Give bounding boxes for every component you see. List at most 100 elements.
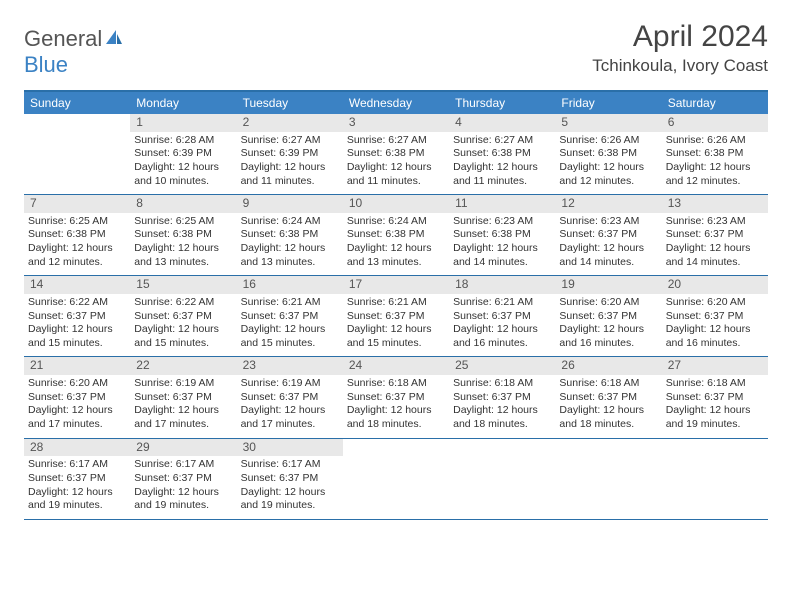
day-details: Sunrise: 6:20 AMSunset: 6:37 PMDaylight:… [24, 375, 130, 438]
day-details: Sunrise: 6:17 AMSunset: 6:37 PMDaylight:… [130, 456, 236, 519]
daylight-text: Daylight: 12 hours and 19 minutes. [666, 404, 764, 431]
sunset-text: Sunset: 6:38 PM [347, 147, 445, 161]
day-number: 14 [24, 276, 130, 294]
sunrise-text: Sunrise: 6:20 AM [559, 296, 657, 310]
day-details: Sunrise: 6:21 AMSunset: 6:37 PMDaylight:… [343, 294, 449, 357]
daylight-text: Daylight: 12 hours and 13 minutes. [241, 242, 339, 269]
daylight-text: Daylight: 12 hours and 14 minutes. [453, 242, 551, 269]
day-number: 9 [237, 195, 343, 213]
daylight-text: Daylight: 12 hours and 18 minutes. [347, 404, 445, 431]
day-details: Sunrise: 6:22 AMSunset: 6:37 PMDaylight:… [24, 294, 130, 357]
calendar-day: 21Sunrise: 6:20 AMSunset: 6:37 PMDayligh… [24, 357, 130, 437]
day-number: 7 [24, 195, 130, 213]
daylight-text: Daylight: 12 hours and 19 minutes. [134, 486, 232, 513]
sunrise-text: Sunrise: 6:25 AM [28, 215, 126, 229]
day-number: 17 [343, 276, 449, 294]
title-block: April 2024 Tchinkoula, Ivory Coast [592, 20, 768, 76]
calendar-day [24, 114, 130, 194]
brand-blue: Blue [24, 52, 68, 77]
day-details: Sunrise: 6:27 AMSunset: 6:39 PMDaylight:… [237, 132, 343, 195]
weekday-header: Tuesday [237, 92, 343, 114]
calendar-day: 3Sunrise: 6:27 AMSunset: 6:38 PMDaylight… [343, 114, 449, 194]
sunset-text: Sunset: 6:38 PM [453, 147, 551, 161]
calendar-day: 8Sunrise: 6:25 AMSunset: 6:38 PMDaylight… [130, 195, 236, 275]
day-number: 26 [555, 357, 661, 375]
daylight-text: Daylight: 12 hours and 19 minutes. [241, 486, 339, 513]
sunrise-text: Sunrise: 6:20 AM [666, 296, 764, 310]
calendar-day [555, 439, 661, 519]
brand-general: General [24, 26, 102, 51]
daylight-text: Daylight: 12 hours and 18 minutes. [559, 404, 657, 431]
calendar-day: 19Sunrise: 6:20 AMSunset: 6:37 PMDayligh… [555, 276, 661, 356]
calendar-day: 22Sunrise: 6:19 AMSunset: 6:37 PMDayligh… [130, 357, 236, 437]
day-details: Sunrise: 6:20 AMSunset: 6:37 PMDaylight:… [662, 294, 768, 357]
sunset-text: Sunset: 6:37 PM [559, 228, 657, 242]
sunset-text: Sunset: 6:37 PM [453, 310, 551, 324]
daylight-text: Daylight: 12 hours and 18 minutes. [453, 404, 551, 431]
sunrise-text: Sunrise: 6:19 AM [241, 377, 339, 391]
sunrise-text: Sunrise: 6:23 AM [453, 215, 551, 229]
daylight-text: Daylight: 12 hours and 15 minutes. [347, 323, 445, 350]
sunset-text: Sunset: 6:37 PM [666, 228, 764, 242]
calendar-day: 6Sunrise: 6:26 AMSunset: 6:38 PMDaylight… [662, 114, 768, 194]
day-number: 30 [237, 439, 343, 457]
daylight-text: Daylight: 12 hours and 13 minutes. [347, 242, 445, 269]
sunrise-text: Sunrise: 6:21 AM [347, 296, 445, 310]
daylight-text: Daylight: 12 hours and 17 minutes. [28, 404, 126, 431]
calendar-day: 2Sunrise: 6:27 AMSunset: 6:39 PMDaylight… [237, 114, 343, 194]
sunset-text: Sunset: 6:39 PM [134, 147, 232, 161]
day-number: 5 [555, 114, 661, 132]
sunrise-text: Sunrise: 6:25 AM [134, 215, 232, 229]
day-details: Sunrise: 6:17 AMSunset: 6:37 PMDaylight:… [24, 456, 130, 519]
weekday-header: Saturday [662, 92, 768, 114]
sunrise-text: Sunrise: 6:18 AM [347, 377, 445, 391]
daylight-text: Daylight: 12 hours and 14 minutes. [559, 242, 657, 269]
sunset-text: Sunset: 6:38 PM [134, 228, 232, 242]
calendar-week: 7Sunrise: 6:25 AMSunset: 6:38 PMDaylight… [24, 195, 768, 276]
sunset-text: Sunset: 6:39 PM [241, 147, 339, 161]
day-number: 12 [555, 195, 661, 213]
calendar-day: 27Sunrise: 6:18 AMSunset: 6:37 PMDayligh… [662, 357, 768, 437]
day-details: Sunrise: 6:19 AMSunset: 6:37 PMDaylight:… [130, 375, 236, 438]
sunrise-text: Sunrise: 6:24 AM [347, 215, 445, 229]
daylight-text: Daylight: 12 hours and 12 minutes. [28, 242, 126, 269]
day-details: Sunrise: 6:18 AMSunset: 6:37 PMDaylight:… [555, 375, 661, 438]
calendar-day: 1Sunrise: 6:28 AMSunset: 6:39 PMDaylight… [130, 114, 236, 194]
day-details: Sunrise: 6:18 AMSunset: 6:37 PMDaylight:… [343, 375, 449, 438]
sunrise-text: Sunrise: 6:20 AM [28, 377, 126, 391]
sunset-text: Sunset: 6:37 PM [559, 391, 657, 405]
sunrise-text: Sunrise: 6:27 AM [347, 134, 445, 148]
weekday-header: Sunday [24, 92, 130, 114]
day-details: Sunrise: 6:19 AMSunset: 6:37 PMDaylight:… [237, 375, 343, 438]
sunrise-text: Sunrise: 6:17 AM [134, 458, 232, 472]
day-details: Sunrise: 6:24 AMSunset: 6:38 PMDaylight:… [343, 213, 449, 276]
sunset-text: Sunset: 6:37 PM [666, 391, 764, 405]
day-number: 18 [449, 276, 555, 294]
calendar-day: 20Sunrise: 6:20 AMSunset: 6:37 PMDayligh… [662, 276, 768, 356]
sunrise-text: Sunrise: 6:28 AM [134, 134, 232, 148]
day-details: Sunrise: 6:26 AMSunset: 6:38 PMDaylight:… [555, 132, 661, 195]
calendar-week: 28Sunrise: 6:17 AMSunset: 6:37 PMDayligh… [24, 439, 768, 520]
sunrise-text: Sunrise: 6:17 AM [241, 458, 339, 472]
sunrise-text: Sunrise: 6:24 AM [241, 215, 339, 229]
daylight-text: Daylight: 12 hours and 12 minutes. [559, 161, 657, 188]
daylight-text: Daylight: 12 hours and 16 minutes. [559, 323, 657, 350]
sunrise-text: Sunrise: 6:22 AM [28, 296, 126, 310]
day-number: 27 [662, 357, 768, 375]
day-details: Sunrise: 6:18 AMSunset: 6:37 PMDaylight:… [662, 375, 768, 438]
sunset-text: Sunset: 6:37 PM [28, 310, 126, 324]
sunset-text: Sunset: 6:37 PM [241, 472, 339, 486]
calendar-week: 1Sunrise: 6:28 AMSunset: 6:39 PMDaylight… [24, 114, 768, 195]
sunset-text: Sunset: 6:37 PM [241, 310, 339, 324]
day-details: Sunrise: 6:22 AMSunset: 6:37 PMDaylight:… [130, 294, 236, 357]
day-details: Sunrise: 6:18 AMSunset: 6:37 PMDaylight:… [449, 375, 555, 438]
day-number: 2 [237, 114, 343, 132]
calendar-day [343, 439, 449, 519]
day-number: 1 [130, 114, 236, 132]
daylight-text: Daylight: 12 hours and 17 minutes. [134, 404, 232, 431]
day-number: 24 [343, 357, 449, 375]
calendar-day: 24Sunrise: 6:18 AMSunset: 6:37 PMDayligh… [343, 357, 449, 437]
day-details: Sunrise: 6:24 AMSunset: 6:38 PMDaylight:… [237, 213, 343, 276]
calendar-day: 4Sunrise: 6:27 AMSunset: 6:38 PMDaylight… [449, 114, 555, 194]
sunset-text: Sunset: 6:38 PM [559, 147, 657, 161]
